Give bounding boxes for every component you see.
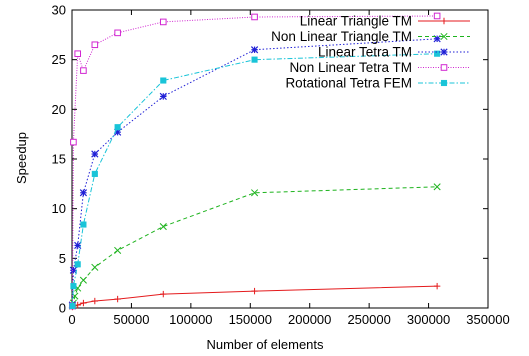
data-point xyxy=(91,297,99,305)
legend-label: Non Linear Triangle TM xyxy=(271,29,412,44)
data-point xyxy=(80,299,87,307)
legend-label: Linear Triangle TM xyxy=(300,14,412,29)
data-point xyxy=(80,67,87,74)
y-tick-label: 10 xyxy=(52,201,66,216)
legend-label: Rotational Tetra FEM xyxy=(285,76,412,91)
plot-area: 0 50000 100000 150000 200000 250000 300000 3500… xyxy=(52,3,510,328)
data-point xyxy=(159,18,167,26)
y-axis-label: Speedup xyxy=(14,132,29,184)
y-tick-label: 20 xyxy=(52,102,66,117)
legend-swatch-marker xyxy=(440,17,448,25)
legend-item-1: Non Linear Triangle TM xyxy=(271,29,470,44)
data-point xyxy=(79,189,88,197)
legend-swatch-marker xyxy=(440,48,448,56)
series-1 xyxy=(68,183,441,310)
data-point xyxy=(433,183,441,191)
legend-label: Non Linear Tetra TM xyxy=(289,60,412,75)
x-axis-label: Number of elements xyxy=(206,337,324,352)
data-point xyxy=(251,287,258,295)
series-line xyxy=(71,53,438,307)
legend-swatch-marker xyxy=(440,64,448,71)
data-point xyxy=(114,124,121,131)
data-point xyxy=(74,241,82,250)
legend-item-0: Linear Triangle TM xyxy=(300,14,470,29)
data-point xyxy=(433,282,441,290)
data-point xyxy=(250,46,259,54)
x-tick-label: 100000 xyxy=(169,312,212,327)
x-tick-label: 350000 xyxy=(466,312,509,327)
data-point xyxy=(159,92,167,101)
data-point xyxy=(69,302,76,310)
data-point xyxy=(70,283,77,290)
y-tick-label: 15 xyxy=(52,152,66,167)
y-tick-label: 5 xyxy=(59,251,66,266)
y-tick-label: 25 xyxy=(52,52,66,67)
legend-label: Linear Tetra TM xyxy=(318,45,412,60)
data-point xyxy=(114,29,121,37)
x-tick-label: 300000 xyxy=(407,312,450,327)
y-tick-label: 0 xyxy=(59,301,66,316)
legend-item-3: Non Linear Tetra TM xyxy=(289,60,470,75)
data-point xyxy=(251,189,259,197)
data-point xyxy=(74,50,82,58)
data-point xyxy=(70,138,77,146)
data-point xyxy=(91,150,99,158)
data-point xyxy=(114,295,121,303)
data-point xyxy=(434,50,441,57)
data-point xyxy=(69,266,78,274)
data-point xyxy=(433,12,441,20)
data-point xyxy=(80,221,87,228)
legend-item-2: Linear Tetra TM xyxy=(318,45,470,60)
x-tick-label: 150000 xyxy=(229,312,272,327)
data-point xyxy=(160,290,167,298)
legend-swatch-marker xyxy=(440,79,448,87)
x-tick-label: 250000 xyxy=(347,312,390,327)
series-line xyxy=(71,186,438,307)
series-0 xyxy=(69,282,441,311)
series-4 xyxy=(69,50,441,310)
x-tick-label: 200000 xyxy=(288,312,331,327)
x-tick-label: 50000 xyxy=(113,312,149,327)
data-point xyxy=(91,41,99,49)
plot-frame xyxy=(71,9,489,309)
data-point xyxy=(159,222,167,231)
data-point xyxy=(79,276,87,284)
legend-item-4: Rotational Tetra FEM xyxy=(285,76,470,91)
data-point xyxy=(251,13,258,21)
data-point xyxy=(74,261,81,268)
data-point xyxy=(91,263,99,271)
x-tick-label: 0 xyxy=(68,312,75,327)
data-point xyxy=(251,56,258,63)
data-point xyxy=(91,170,98,177)
y-tick-label: 30 xyxy=(52,3,66,18)
data-point xyxy=(160,77,167,84)
data-point xyxy=(114,246,122,254)
legend-swatch-marker xyxy=(440,32,448,41)
